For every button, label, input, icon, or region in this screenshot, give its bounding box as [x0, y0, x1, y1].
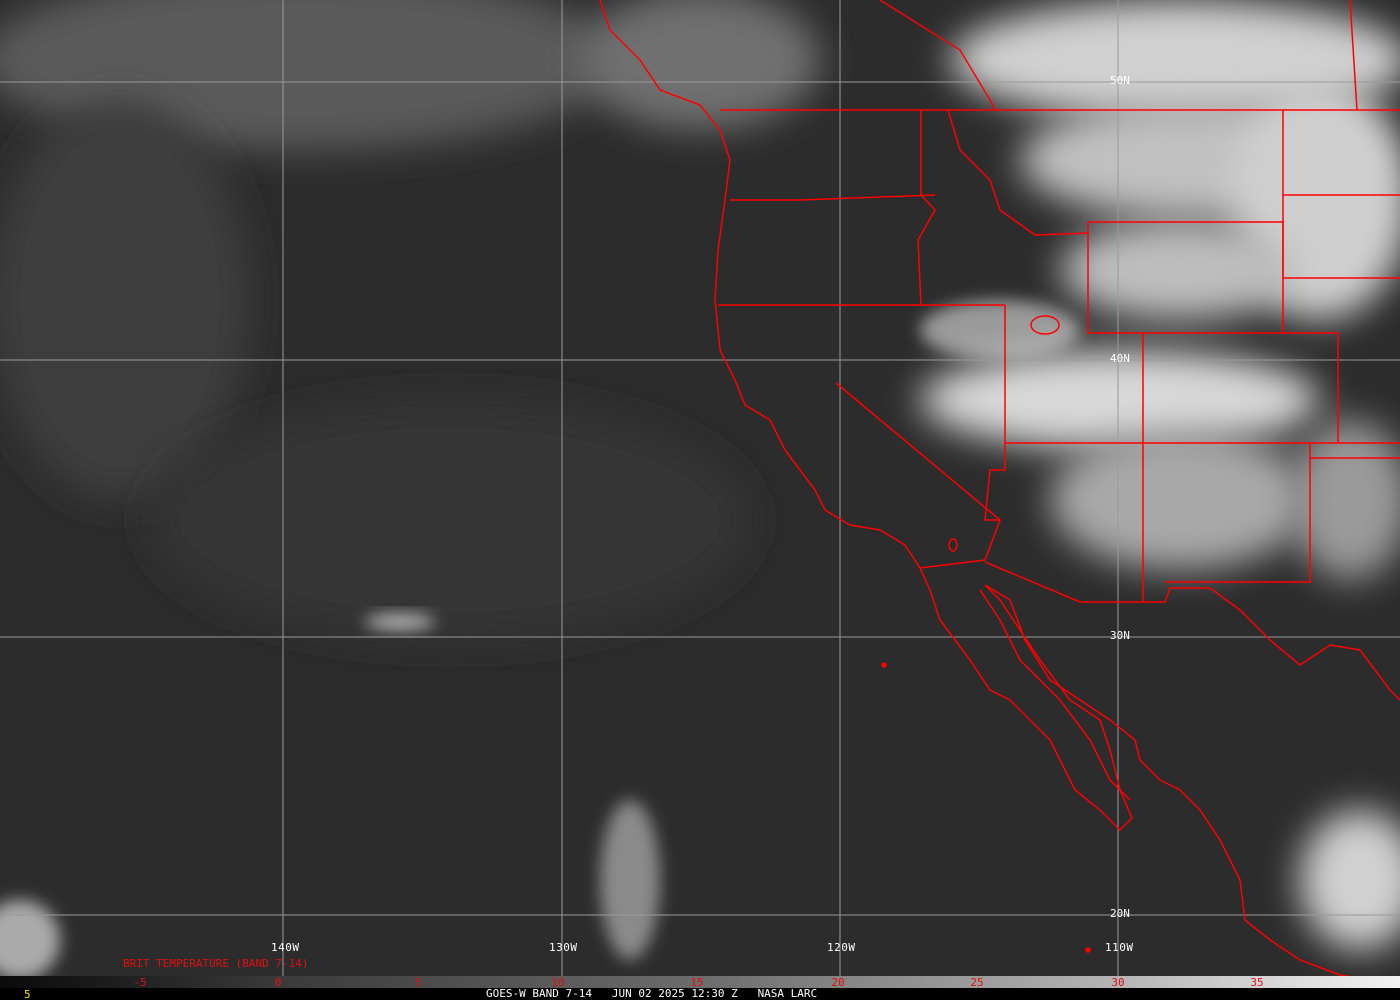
product-name: GOES-W BAND 7-14: [486, 987, 592, 1000]
image-date: JUN 02 2025: [611, 987, 685, 1000]
temperature-color-scale: [0, 976, 1400, 988]
footer-left-value: 5: [24, 988, 31, 1000]
political-borders: [599, 0, 1400, 981]
border-wa-or: [730, 194, 936, 201]
lon-label-120w: 120W: [827, 941, 856, 954]
coastline-gulf-mexico: [1209, 587, 1400, 701]
lat-label-50n: 50N: [1110, 74, 1130, 87]
great-salt-lake: [1030, 315, 1060, 335]
border-mexico-us: [984, 561, 1210, 603]
coastline-gulf-california: [979, 589, 1131, 801]
border-id-mt: [947, 109, 1089, 236]
island: [881, 662, 887, 668]
footer-caption: GOES-W BAND 7-14 JUN 02 2025 12:30 Z NAS…: [486, 987, 817, 1000]
border-ca-nv: [835, 382, 1001, 569]
scale-tick: 20: [831, 976, 845, 989]
lat-label-30n: 30N: [1110, 629, 1130, 642]
scale-tick: 10: [551, 976, 565, 989]
lon-label-130w: 130W: [549, 941, 578, 954]
lon-label-140w: 140W: [271, 941, 300, 954]
legend-title: BRIT TEMPERATURE (BAND 7-14): [123, 957, 309, 970]
scale-tick: 5: [414, 976, 422, 989]
border-nm: [1165, 443, 1311, 583]
border-bc-alberta: [879, 0, 996, 111]
coastline-mexico: [984, 584, 1371, 981]
border-or-id: [917, 110, 936, 306]
border-nv-ut: [984, 305, 1006, 521]
scale-tick: 0: [274, 976, 282, 989]
salton-sea: [948, 538, 958, 552]
scale-tick: 15: [690, 976, 704, 989]
border-ut-north: [1087, 222, 1339, 443]
lat-label-40n: 40N: [1110, 352, 1130, 365]
lat-label-20n: 20N: [1110, 907, 1130, 920]
lon-label-110w: 110W: [1105, 941, 1134, 954]
border-sask: [1349, 0, 1358, 111]
scale-tick: 35: [1250, 976, 1264, 989]
scale-tick: 30: [1111, 976, 1125, 989]
image-source: NASA LARC: [757, 987, 818, 1000]
image-time: 12:30 Z: [691, 987, 738, 1000]
border-mt-east: [1282, 110, 1400, 279]
scale-tick: 25: [970, 976, 984, 989]
scale-tick: -5: [133, 976, 147, 989]
footer-bar: [0, 988, 1400, 1000]
lat-lon-grid: [0, 0, 1400, 976]
island: [1085, 947, 1091, 953]
